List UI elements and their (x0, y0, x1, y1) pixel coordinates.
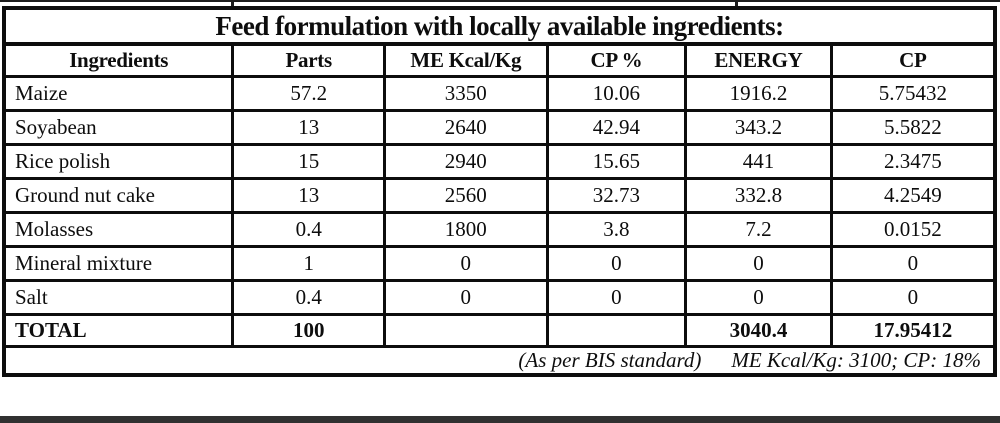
me-value: 2560 (382, 176, 549, 214)
cp-value: 5.5822 (829, 108, 997, 146)
feed-formulation-table: Feed formulation with locally available … (2, 6, 997, 377)
column-header-cp-percent: CP % (545, 42, 688, 78)
footnote: (As per BIS standard) ME Kcal/Kg: 3100; … (6, 348, 981, 373)
ingredient-name: Ground nut cake (2, 176, 235, 214)
parts-value: 15 (231, 142, 386, 180)
ingredient-name: Mineral mixture (2, 244, 235, 282)
column-header-energy: ENERGY (684, 42, 833, 78)
me-value: 0 (382, 278, 549, 316)
cp-value: 0.0152 (829, 210, 997, 248)
parts-value: 0.4 (231, 278, 386, 316)
me-value: 3350 (382, 74, 549, 112)
me-value: 0 (382, 244, 549, 282)
cp-percent-value: 32.73 (545, 176, 688, 214)
cp-value: 4.2549 (829, 176, 997, 214)
total-energy: 3040.4 (684, 312, 833, 348)
footnote-row: (As per BIS standard) ME Kcal/Kg: 3100; … (2, 344, 997, 376)
table-row-total: TOTAL 100 3040.4 17.95412 (2, 312, 997, 348)
energy-value: 441 (684, 142, 833, 180)
ingredient-name: Salt (2, 278, 235, 316)
total-cp: 17.95412 (829, 312, 997, 348)
table-row-ground-nut-cake: Ground nut cake 13 2560 32.73 332.8 4.25… (2, 176, 997, 214)
ingredient-name: Rice polish (2, 142, 235, 180)
total-parts: 100 (231, 312, 386, 348)
energy-value: 7.2 (684, 210, 833, 248)
total-label: TOTAL (2, 312, 235, 348)
me-value: 1800 (382, 210, 549, 248)
cropped-divider-stub (231, 0, 234, 7)
energy-value: 0 (684, 278, 833, 316)
parts-value: 0.4 (231, 210, 386, 248)
header-row: Ingredients Parts ME Kcal/Kg CP % ENERGY… (2, 42, 997, 78)
cropped-divider-stub (735, 0, 738, 7)
energy-value: 343.2 (684, 108, 833, 146)
title-row: Feed formulation with locally available … (2, 6, 997, 46)
table-title: Feed formulation with locally available … (2, 6, 997, 46)
total-me-empty (382, 312, 549, 348)
parts-value: 13 (231, 176, 386, 214)
ingredient-name: Molasses (2, 210, 235, 248)
cp-value: 0 (829, 244, 997, 282)
cropped-band-below (0, 416, 1000, 423)
cp-value: 5.75432 (829, 74, 997, 112)
cp-percent-value: 15.65 (545, 142, 688, 180)
ingredient-name: Maize (2, 74, 235, 112)
table-row-soyabean: Soyabean 13 2640 42.94 343.2 5.5822 (2, 108, 997, 146)
column-header-cp: CP (829, 42, 997, 78)
parts-value: 1 (231, 244, 386, 282)
energy-value: 332.8 (684, 176, 833, 214)
cp-percent-value: 0 (545, 244, 688, 282)
column-header-ingredients: Ingredients (2, 42, 235, 78)
table-row-rice-polish: Rice polish 15 2940 15.65 441 2.3475 (2, 142, 997, 180)
table-row-molasses: Molasses 0.4 1800 3.8 7.2 0.0152 (2, 210, 997, 248)
table-row-maize: Maize 57.2 3350 10.06 1916.2 5.75432 (2, 74, 997, 112)
cp-percent-value: 10.06 (545, 74, 688, 112)
ingredient-name: Soyabean (2, 108, 235, 146)
cropped-line-above (0, 0, 1000, 2)
cp-value: 2.3475 (829, 142, 997, 180)
column-header-parts: Parts (231, 42, 386, 78)
energy-value: 1916.2 (684, 74, 833, 112)
parts-value: 13 (231, 108, 386, 146)
energy-value: 0 (684, 244, 833, 282)
column-header-me-kcal-kg: ME Kcal/Kg (382, 42, 549, 78)
me-value: 2940 (382, 142, 549, 180)
cp-percent-value: 3.8 (545, 210, 688, 248)
footnote-bis-standard: (As per BIS standard) (518, 347, 702, 372)
table-row-salt: Salt 0.4 0 0 0 0 (2, 278, 997, 316)
cp-percent-value: 0 (545, 278, 688, 316)
parts-value: 57.2 (231, 74, 386, 112)
total-cp-percent-empty (545, 312, 688, 348)
cp-value: 0 (829, 278, 997, 316)
table-row-mineral-mixture: Mineral mixture 1 0 0 0 0 (2, 244, 997, 282)
footnote-reference-values: ME Kcal/Kg: 3100; CP: 18% (731, 347, 981, 372)
cp-percent-value: 42.94 (545, 108, 688, 146)
me-value: 2640 (382, 108, 549, 146)
